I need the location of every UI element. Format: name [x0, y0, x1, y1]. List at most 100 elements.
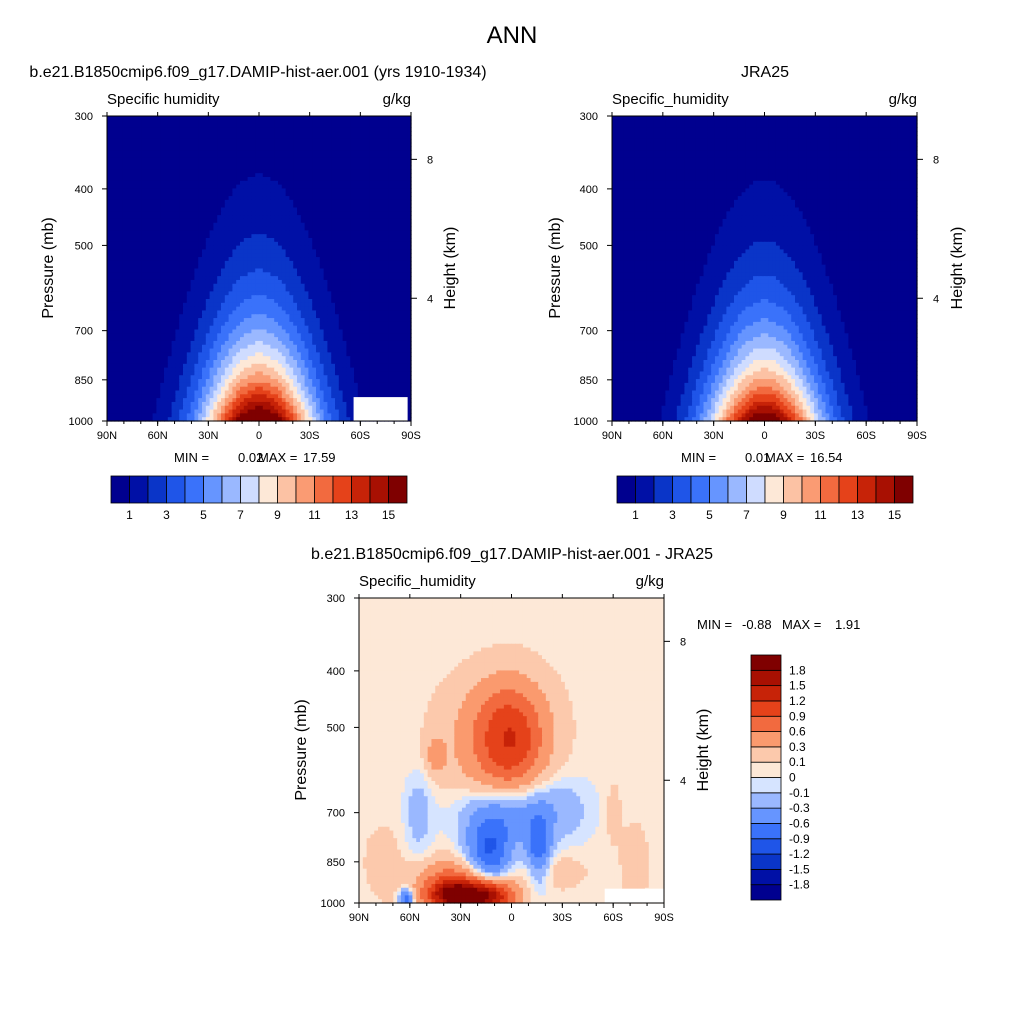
model-field-cell — [357, 177, 363, 182]
model-field-cell — [304, 146, 309, 151]
model-field-cell — [243, 196, 249, 201]
model-field-cell — [342, 257, 347, 262]
model-field-cell — [122, 329, 127, 334]
model-field-cell — [232, 257, 237, 262]
model-field-cell — [335, 276, 340, 281]
model-field-cell — [194, 180, 199, 186]
model-field-cell — [164, 169, 169, 174]
model-field-cell — [190, 253, 195, 258]
model-field-cell — [323, 333, 328, 338]
model-field-cell — [183, 306, 188, 312]
model-field-cell — [395, 291, 401, 296]
model-field-cell — [152, 173, 157, 178]
model-field-cell — [350, 340, 355, 346]
model-field-cell — [384, 207, 389, 212]
model-field-cell — [224, 299, 230, 304]
model-field-cell — [293, 238, 298, 243]
model-field-cell — [221, 348, 226, 353]
model-field-cell — [224, 306, 230, 312]
model-field-cell — [240, 123, 245, 129]
model-field-cell — [304, 249, 309, 254]
model-field-cell — [118, 318, 123, 323]
model-field-cell — [392, 287, 397, 292]
model-field-cell — [308, 119, 313, 125]
model-field-cell — [156, 161, 161, 167]
model-field-cell — [395, 238, 401, 243]
model-field-cell — [209, 325, 214, 331]
model-field-cell — [376, 295, 382, 300]
model-field-cell — [236, 169, 241, 174]
model-field-cell — [251, 344, 256, 350]
model-field-cell — [373, 230, 378, 235]
model-field-cell — [217, 279, 222, 285]
model-field-cell — [148, 333, 154, 338]
model-field-cell — [152, 318, 157, 323]
model-field-cell — [331, 344, 336, 350]
model-field-cell — [202, 318, 207, 323]
model-field-cell — [335, 234, 340, 239]
model-field-cell — [380, 192, 385, 197]
model-field-cell — [312, 180, 317, 186]
model-field-cell — [266, 234, 271, 239]
model-field-cell — [403, 344, 408, 350]
model-field-cell — [327, 119, 332, 125]
model-field-cell — [156, 329, 161, 334]
model-field-cell — [213, 203, 218, 209]
model-field-cell — [164, 279, 169, 285]
model-field-cell — [350, 161, 355, 167]
model-field-cell — [160, 238, 165, 243]
model-field-cell — [369, 180, 374, 186]
model-field-cell — [255, 279, 260, 285]
model-field-cell — [148, 161, 154, 167]
model-field-cell — [110, 131, 116, 136]
model-field-cell — [232, 272, 237, 277]
model-field-cell — [236, 299, 241, 304]
model-field-cell — [297, 302, 302, 308]
model-field-cell — [365, 333, 370, 338]
model-field-cell — [137, 119, 142, 125]
model-field-cell — [175, 249, 180, 254]
model-field-cell — [365, 138, 370, 144]
model-field-cell — [399, 211, 404, 216]
model-field-cell — [183, 157, 188, 163]
model-field-cell — [137, 337, 142, 342]
model-field-cell — [259, 131, 264, 136]
model-field-cell — [357, 127, 363, 132]
model-field-cell — [243, 299, 249, 304]
model-field-cell — [380, 146, 385, 151]
model-field-cell — [338, 169, 344, 174]
model-field-cell — [198, 116, 203, 121]
model-field-cell — [126, 222, 131, 228]
model-field-cell — [228, 146, 233, 151]
model-field-cell — [141, 199, 146, 205]
model-field-cell — [228, 131, 233, 136]
model-field-cell — [335, 180, 340, 186]
model-field-cell — [129, 196, 135, 201]
model-field-cell — [160, 344, 165, 350]
model-field-cell — [255, 276, 260, 281]
model-field-cell — [338, 306, 344, 312]
model-field-cell — [202, 184, 207, 190]
model-field-cell — [126, 318, 131, 323]
model-field-cell — [285, 245, 290, 251]
model-field-cell — [164, 337, 169, 342]
model-field-cell — [152, 238, 157, 243]
model-field-cell — [255, 127, 260, 132]
model-field-cell — [270, 207, 275, 212]
model-field-cell — [376, 264, 382, 270]
model-field-cell — [209, 295, 214, 300]
model-field-cell — [354, 184, 359, 190]
model-field-cell — [141, 127, 146, 132]
model-field-cell — [373, 306, 378, 312]
model-field-cell — [338, 142, 344, 148]
model-field-cell — [361, 230, 366, 235]
model-field-cell — [350, 333, 355, 338]
model-field-cell — [164, 260, 169, 266]
model-field-cell — [274, 150, 279, 155]
model-field-cell — [395, 249, 401, 254]
model-field-cell — [179, 177, 184, 182]
model-field-cell — [380, 291, 385, 296]
model-field-cell — [145, 169, 150, 174]
model-field-cell — [323, 127, 328, 132]
model-field-cell — [361, 226, 366, 231]
